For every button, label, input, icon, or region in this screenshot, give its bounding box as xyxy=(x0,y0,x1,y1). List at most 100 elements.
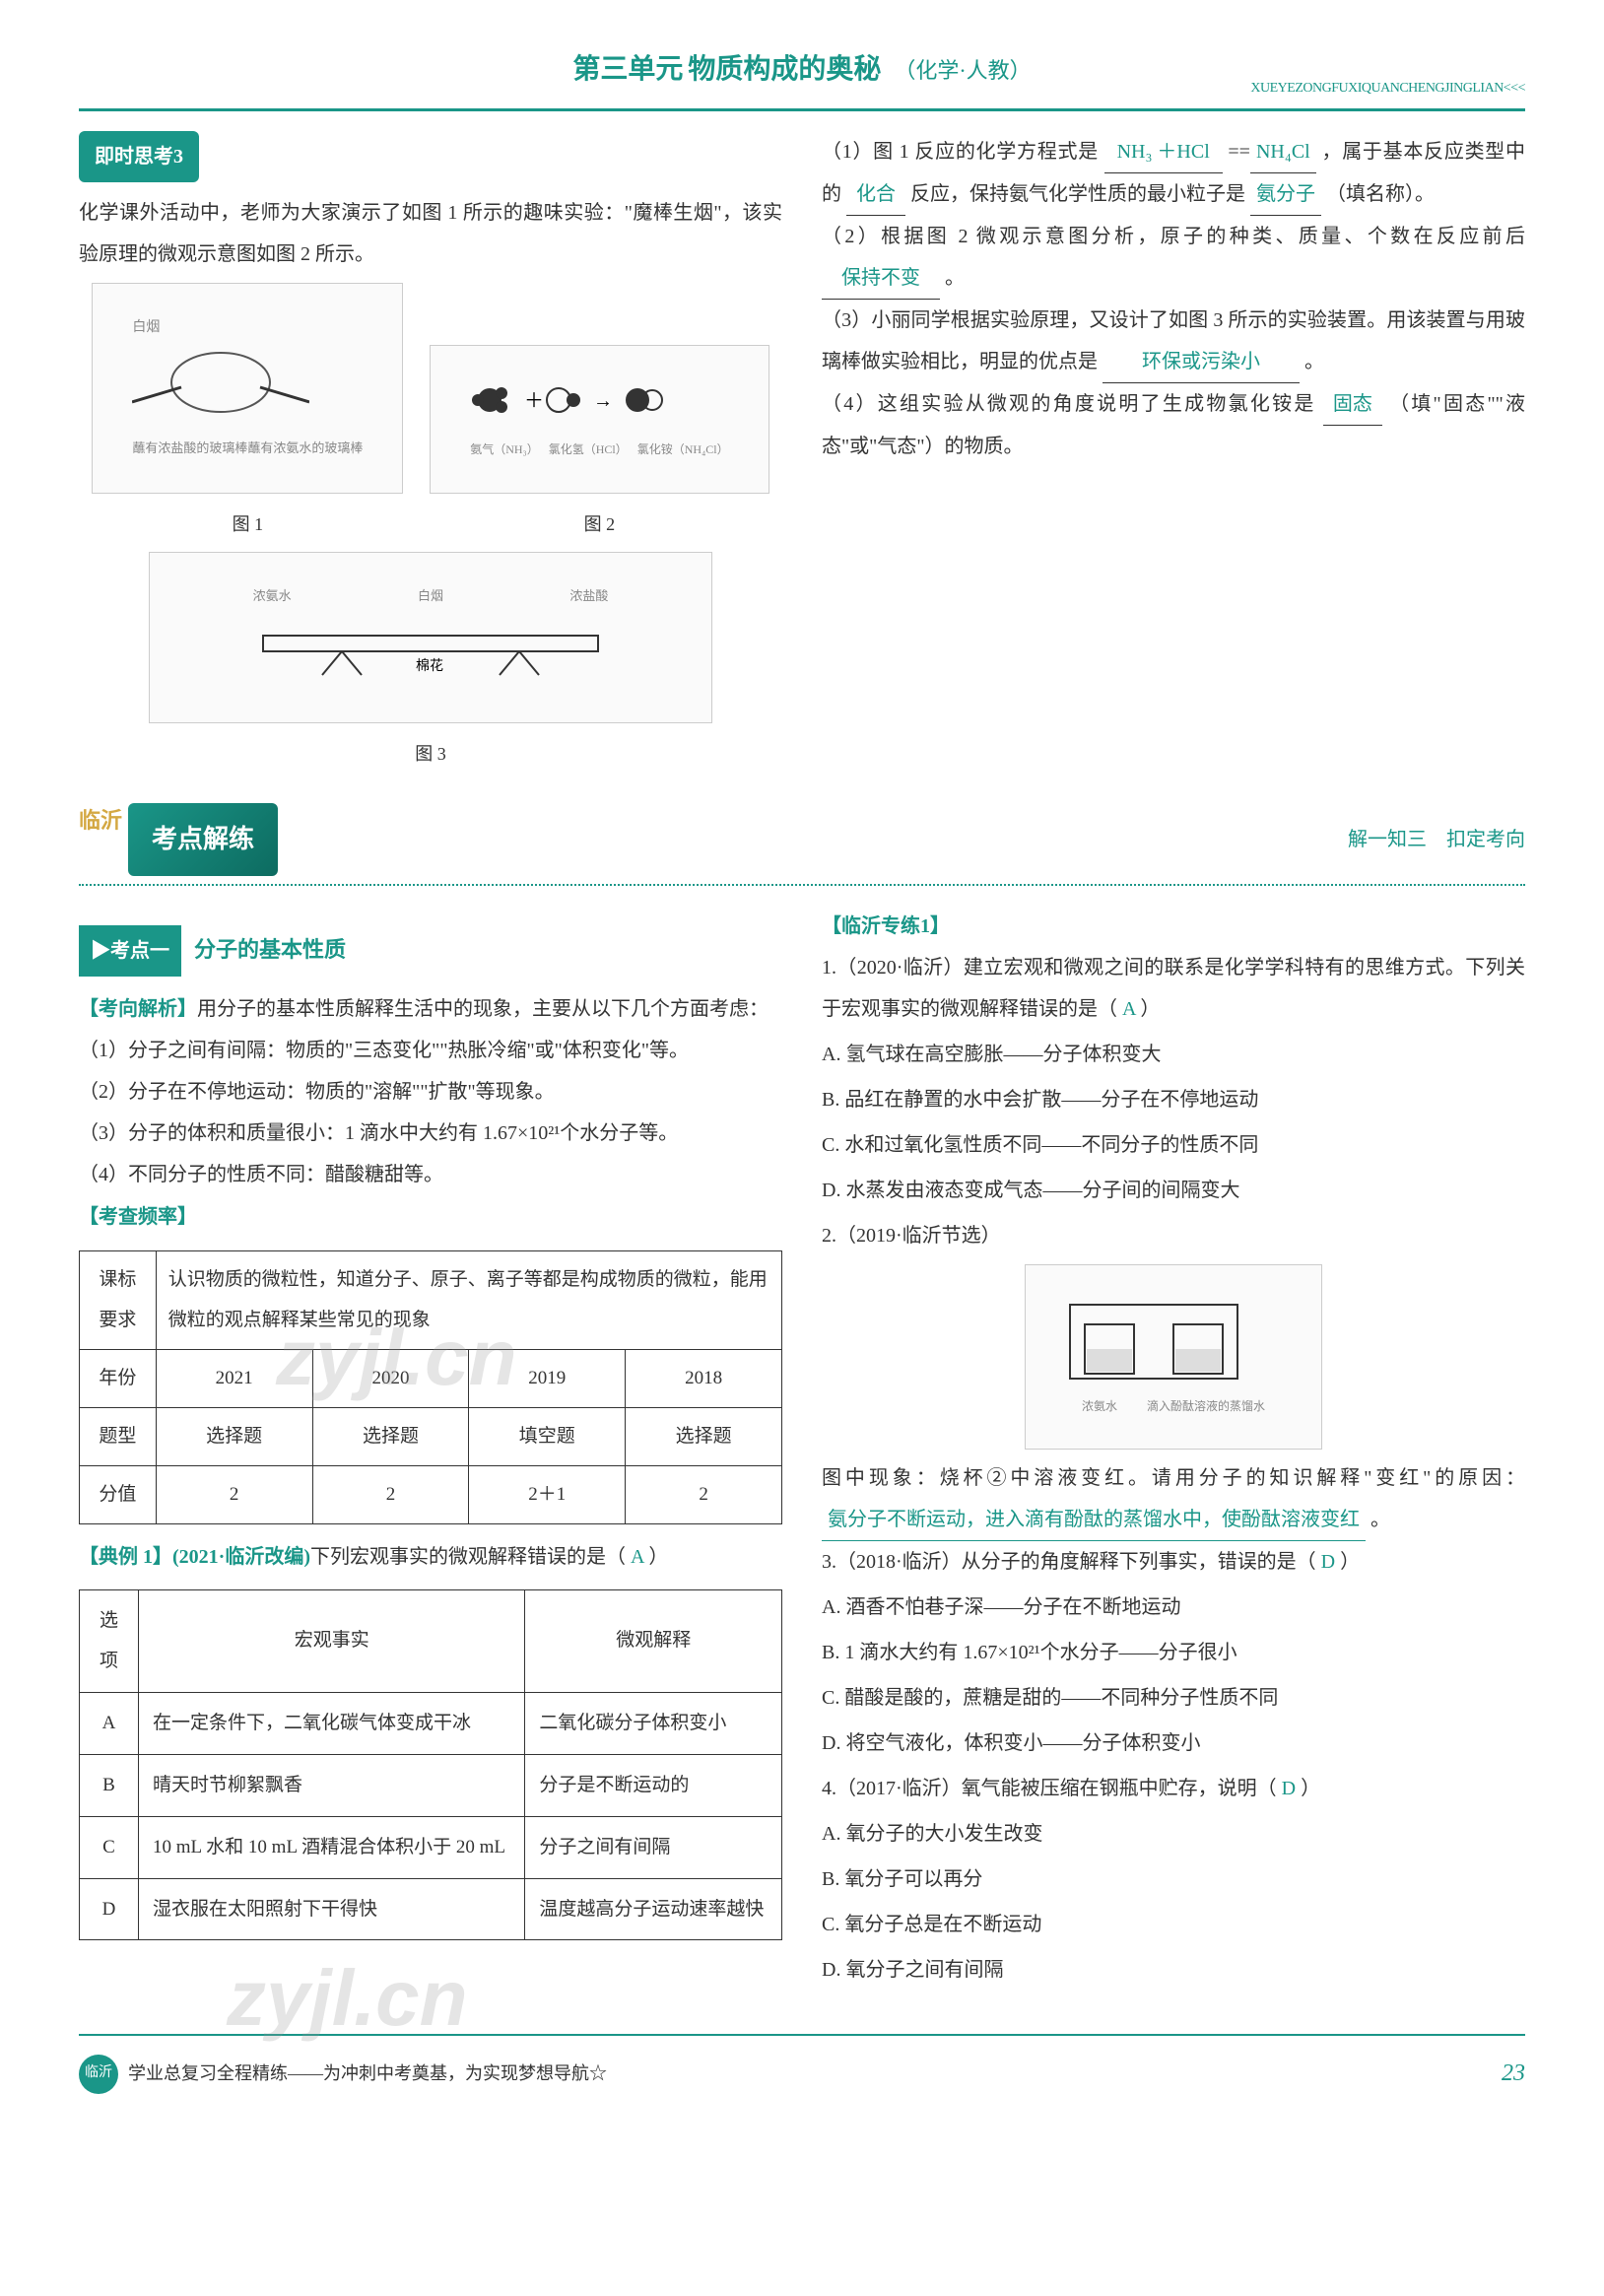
q2-textpre: 图中现象：烧杯②中溶液变红。请用分子的知识解释"变红"的原因： xyxy=(822,1467,1525,1489)
q4-prefix: 4.（2017·临沂） xyxy=(822,1778,962,1799)
freq-s4: 2 xyxy=(626,1465,782,1523)
ex-r1c0: B xyxy=(80,1754,139,1816)
fig3-svg: 棉花 xyxy=(253,611,608,680)
q4-answer: D xyxy=(1282,1778,1296,1799)
q4-line: （4）这组实验从微观的角度说明了生成物氯化铵是 固态 （填"固态""液态"或"气… xyxy=(822,383,1525,467)
footer-page: 23 xyxy=(1502,2048,1525,2100)
fig2-caption: 图 2 xyxy=(422,506,776,545)
table-row: 课标要求 认识物质的微粒性，知道分子、原子、离子等都是构成物质的微粒，能用微粒的… xyxy=(80,1250,782,1350)
freq-t0: 题型 xyxy=(80,1407,157,1465)
frequency-table: 课标要求 认识物质的微粒性，知道分子、原子、离子等都是构成物质的微粒，能用微粒的… xyxy=(79,1250,782,1524)
ex1-label: 【典例 1】(2021·临沂改编) xyxy=(79,1546,310,1568)
q4-optA: A. 氧分子的大小发生改变 xyxy=(822,1813,1525,1855)
ex-r0c1: 在一定条件下，二氧化碳气体变成干冰 xyxy=(139,1693,525,1755)
figure-1: 白烟 蘸有浓盐酸的玻璃棒 蘸有浓氨水的玻璃棒 xyxy=(92,283,403,494)
q3-line: （3）小丽同学根据实验原理，又设计了如图 3 所示的实验装置。用该装置与用玻璃棒… xyxy=(822,300,1525,383)
ex-r1c1: 晴天时节柳絮飘香 xyxy=(139,1754,525,1816)
analysis-item3: （3）分子的体积和质量很小：1 滴水中大约有 1.67×10²¹个水分子等。 xyxy=(79,1113,782,1154)
q1-end: 反应，保持氨气化学性质的最小粒子是 xyxy=(910,183,1245,205)
q3-ans: 环保或污染小 xyxy=(1103,341,1300,383)
fig2-hcl: 氯化氢（HCl） xyxy=(549,437,628,462)
freq-s3: 2＋1 xyxy=(469,1465,626,1523)
q1-optA: A. 氢气球在高空膨胀——分子体积变大 xyxy=(822,1034,1525,1075)
freq-h2: 2020 xyxy=(312,1350,469,1408)
ex-r1c2: 分子是不断运动的 xyxy=(525,1754,782,1816)
linyi-q1: 1.（2020·临沂）建立宏观和微观之间的联系是化学学科特有的思维方式。下列关于… xyxy=(822,947,1525,1211)
analysis-item4: （4）不同分子的性质不同：醋酸糖甜等。 xyxy=(79,1154,782,1195)
example-table: 选项 宏观事实 微观解释 A 在一定条件下，二氧化碳气体变成干冰 二氧化碳分子体… xyxy=(79,1589,782,1941)
ex1-text: 下列宏观事实的微观解释错误的是（ xyxy=(310,1546,626,1568)
ex-r0c2: 二氧化碳分子体积变小 xyxy=(525,1693,782,1755)
freq-s1: 2 xyxy=(156,1465,312,1523)
page-footer: 临沂 学业总复习全程精练——为冲刺中考奠基，为实现梦想导航☆ 23 xyxy=(79,2034,1525,2100)
q4-ans: 固态 xyxy=(1323,383,1382,426)
q1-tail: （填名称）。 xyxy=(1326,183,1435,205)
ex1-answer: A xyxy=(631,1546,643,1568)
ex-r2c1: 10 mL 水和 10 mL 酒精混合体积小于 20 mL xyxy=(139,1816,525,1878)
freq-t2: 选择题 xyxy=(312,1407,469,1465)
table-row: A 在一定条件下，二氧化碳气体变成干冰 二氧化碳分子体积变小 xyxy=(80,1693,782,1755)
figure-row-1: 白烟 蘸有浓盐酸的玻璃棒 蘸有浓氨水的玻璃棒 图 1 xyxy=(79,275,782,545)
q4-text: 氧气能被压缩在钢瓶中贮存，说明（ xyxy=(962,1778,1277,1799)
ex-r3c2: 温度越高分子运动速率越快 xyxy=(525,1878,782,1940)
table-row: D 湿衣服在太阳照射下干得快 温度越高分子运动速率越快 xyxy=(80,1878,782,1940)
q3-end: 。 xyxy=(1304,351,1324,372)
q2-fig-left: 浓氨水 xyxy=(1082,1394,1117,1419)
fig1-left: 蘸有浓盐酸的玻璃棒 xyxy=(132,435,247,463)
q1-line: （1）图 1 反应的化学方程式是 NH₃ ＋HCl ==NH₄Cl ，属于基本反… xyxy=(822,131,1525,216)
fig3-smoke: 白烟 xyxy=(418,582,443,611)
q2-end: 。 xyxy=(945,267,965,289)
table-row: 分值 2 2 2＋1 2 xyxy=(80,1465,782,1523)
q4-pre: （4）这组实验从微观的角度说明了生成物氯化铵是 xyxy=(822,393,1316,415)
svg-text:＋: ＋ xyxy=(524,390,544,412)
q4-optD: D. 氧分子之间有间隔 xyxy=(822,1949,1525,1991)
fig2-nh3: 氨气（NH₃） xyxy=(470,437,539,462)
header-code: XUEYEZONGFUXIQUANCHENGJINGLIAN<<< xyxy=(1250,74,1525,104)
q4-end2: ） xyxy=(1301,1778,1320,1799)
q1-answer: A xyxy=(1122,998,1135,1020)
linyi-q4: 4.（2017·临沂）氧气能被压缩在钢瓶中贮存，说明（ D ） A. 氧分子的大… xyxy=(822,1768,1525,1991)
q3-optD: D. 将空气液化，体积变小——分子体积变小 xyxy=(822,1722,1525,1764)
q2-answer: 氨分子不断运动，进入滴有酚酞的蒸馏水中，使酚酞溶液变红 xyxy=(822,1499,1366,1541)
q3-prefix: 3.（2018·临沂） xyxy=(822,1551,962,1573)
q1-optB: B. 品红在静置的水中会扩散——分子在不停地运动 xyxy=(822,1079,1525,1120)
q1-ans3: 化合 xyxy=(846,173,905,216)
q3-optC: C. 醋酸是酸的，蔗糖是甜的——不同种分子性质不同 xyxy=(822,1677,1525,1719)
q3-text: 从分子的角度解释下列事实，错误的是（ xyxy=(962,1551,1316,1573)
q2-line: （2）根据图 2 微观示意图分析，原子的种类、质量、个数在反应前后 保持不变 。 xyxy=(822,216,1525,300)
ex-r3c0: D xyxy=(80,1878,139,1940)
q2-svg xyxy=(1065,1295,1282,1384)
freq-h1: 2021 xyxy=(156,1350,312,1408)
analysis-item2: （2）分子在不停地运动：物质的"溶解""扩散"等现象。 xyxy=(79,1071,782,1113)
q1-pre: （1）图 1 反应的化学方程式是 xyxy=(822,141,1099,163)
freq-h0: 年份 xyxy=(80,1350,157,1408)
analysis-label: 【考向解析】 xyxy=(79,998,197,1020)
linyi-q2: 2.（2019·临沂节选） 浓氨水 滴入酚酞溶液的蒸馏水 xyxy=(822,1215,1525,1542)
linyi-label: 【临沂专练1】 xyxy=(822,906,1525,947)
kao-point-label: ▶考点一 xyxy=(79,925,181,977)
q1-ans4: 氨分子 xyxy=(1250,173,1321,216)
q4-optB: B. 氧分子可以再分 xyxy=(822,1858,1525,1900)
q2-pre: （2）根据图 2 微观示意图分析，原子的种类、质量、个数在反应前后 xyxy=(822,226,1525,247)
q3-end2: ） xyxy=(1340,1551,1360,1573)
q4-optC: C. 氧分子总是在不断运动 xyxy=(822,1904,1525,1945)
section-right: 解一知三 扣定考向 xyxy=(1348,818,1525,861)
fig3-left: 浓氨水 xyxy=(253,582,292,611)
footer-badge: 临沂 xyxy=(79,2055,118,2094)
subject-label: （化学·人教） xyxy=(894,47,1031,95)
ex-h0: 选项 xyxy=(80,1589,139,1693)
ex-r2c0: C xyxy=(80,1816,139,1878)
ex-r2c2: 分子之间有间隔 xyxy=(525,1816,782,1878)
ex-h2: 微观解释 xyxy=(525,1589,782,1693)
table-row: 年份 2021 2020 2019 2018 xyxy=(80,1350,782,1408)
q2-prefix: 2.（2019·临沂节选） xyxy=(822,1225,1001,1247)
figure-2: ＋ → 氨气（NH₃） 氯化氢（HCl） 氯化铵（NH₄Cl） xyxy=(430,345,769,494)
instant-think-tag: 即时思考3 xyxy=(79,131,199,182)
q2-fig-right: 滴入酚酞溶液的蒸馏水 xyxy=(1147,1394,1265,1419)
section-header: 考点解练 解一知三 扣定考向 xyxy=(79,803,1525,885)
ex1-end: ） xyxy=(648,1546,668,1568)
q1-optC: C. 水和过氧化氢性质不同——不同分子的性质不同 xyxy=(822,1124,1525,1166)
table-row: 选项 宏观事实 微观解释 xyxy=(80,1589,782,1693)
svg-text:→: → xyxy=(593,390,613,412)
q2-ans: 保持不变 xyxy=(822,257,940,300)
